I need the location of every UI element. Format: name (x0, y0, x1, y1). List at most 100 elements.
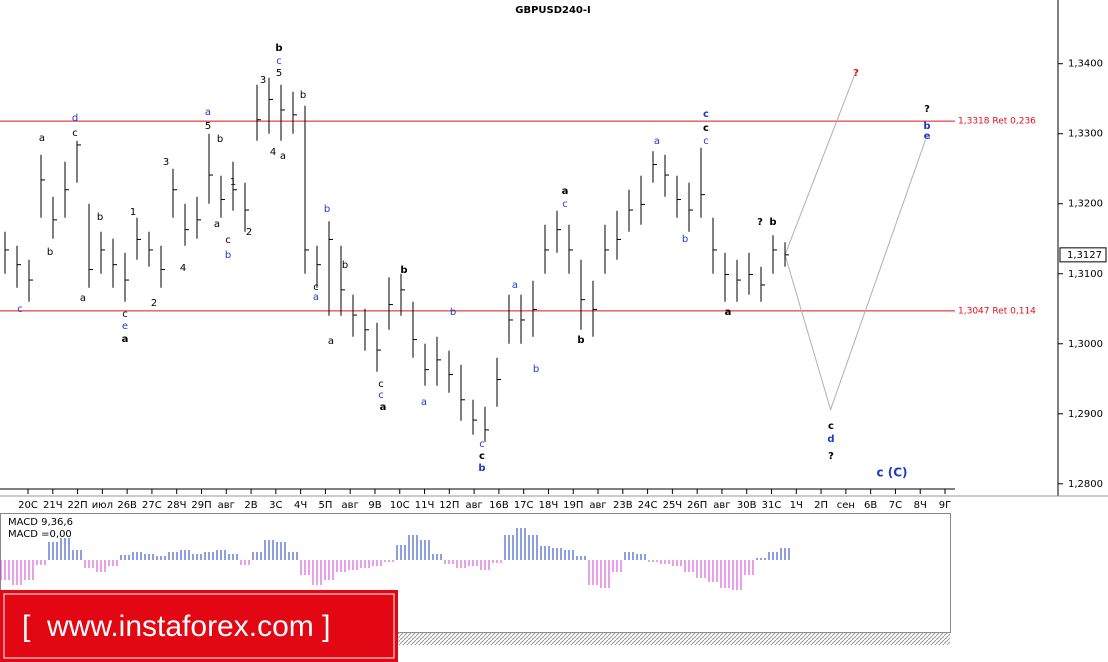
watermark-box (0, 590, 398, 662)
x-tick-label: 18Ч (539, 500, 559, 511)
wave-label: ? (828, 451, 834, 462)
wave-label: a (280, 151, 286, 162)
y-tick-label: 1,3400 (1068, 59, 1103, 70)
wave-label: b (47, 247, 53, 258)
watermark: [ www.instaforex.com ] (22, 610, 330, 643)
wave-label: b (769, 217, 776, 228)
x-tick-label: 26П (687, 500, 707, 511)
price-tag-label: 1,3127 (1067, 250, 1102, 261)
wave-label: b (682, 234, 688, 245)
x-tick-label: 4Ч (294, 500, 307, 511)
wave-label: b (97, 212, 103, 223)
x-tick-label: 2В (244, 500, 257, 511)
wave-label: e (122, 321, 128, 332)
x-tick-label: 29П (191, 500, 211, 511)
x-tick-label: 30В (737, 500, 757, 511)
wave-label: a (39, 133, 45, 144)
wave-label: a (654, 136, 660, 147)
x-tick-label: авг (465, 500, 482, 511)
wave-label: 1 (230, 177, 236, 188)
x-tick-label: 8Ч (914, 500, 927, 511)
x-tick-label: 10С (390, 500, 410, 511)
wave-label: 3 (163, 157, 169, 168)
y-tick-label: 1,3200 (1068, 199, 1103, 210)
price-tag (1059, 247, 1107, 263)
macd-value: MACD =0,00 (8, 529, 72, 540)
wave-label: c (378, 390, 384, 401)
macd-title: MACD 9,36,6 (8, 517, 73, 528)
x-tick-label: авг (218, 500, 235, 511)
wave-label: 2 (151, 298, 157, 309)
wave-label: c (378, 379, 384, 390)
wave-label: c (72, 128, 78, 139)
wave-label: c (479, 439, 485, 450)
x-tick-label: 9В (368, 500, 381, 511)
projection (784, 139, 926, 412)
wave-label: c (703, 123, 709, 134)
x-tick-label: 5П (318, 500, 332, 511)
x-tick-label: 20С (18, 500, 38, 511)
wave-label: b (478, 463, 485, 474)
wave-label: b (275, 43, 282, 54)
wave-label: ? (853, 68, 859, 79)
projection (784, 74, 856, 256)
x-tick-label: авг (713, 500, 730, 511)
wave-label: b (577, 335, 584, 346)
x-tick-label: 27С (142, 500, 162, 511)
wave-label: b (400, 265, 407, 276)
wave-label: c (C) (876, 466, 907, 480)
x-tick-label: сен (837, 500, 855, 511)
wave-label: b (300, 90, 306, 101)
wave-label: a (214, 219, 220, 230)
x-tick-label: 26В (117, 500, 137, 511)
watermark-border (3, 593, 395, 659)
x-tick-label: 12П (439, 500, 459, 511)
x-tick-label: 9Г (939, 500, 951, 511)
chart-title: GBPUSD240-I (515, 5, 591, 16)
wave-label: 5 (205, 121, 211, 132)
wave-label: a (328, 336, 334, 347)
wave-label: a (725, 307, 732, 318)
wave-label: b (450, 307, 456, 318)
y-tick-label: 1,3300 (1068, 129, 1103, 140)
y-tick-label: 1,3000 (1068, 339, 1103, 350)
wave-label: d (72, 113, 78, 124)
wave-label: 4 (180, 263, 186, 274)
wave-label: c (225, 235, 231, 246)
x-tick-label: авг (589, 500, 606, 511)
wave-label: c (828, 421, 834, 432)
x-tick-label: 23В (613, 500, 633, 511)
wave-label: b (533, 364, 539, 375)
wave-label: c (479, 451, 485, 462)
x-tick-label: 1Ч (790, 500, 803, 511)
wave-label: e (924, 131, 931, 142)
wave-label: a (122, 334, 129, 345)
wave-label: b (923, 121, 930, 132)
y-tick-label: 1,2800 (1068, 479, 1103, 490)
x-tick-label: 24С (638, 500, 658, 511)
wave-label: a (512, 280, 518, 291)
wave-label: c (703, 109, 709, 120)
wave-label: a (421, 397, 427, 408)
y-tick-label: 1,3100 (1068, 269, 1103, 280)
x-tick-label: 7С (889, 500, 902, 511)
x-tick-label: 16В (489, 500, 509, 511)
wave-label: c (276, 56, 282, 67)
x-tick-label: 11Ч (415, 500, 435, 511)
x-tick-label: 28Ч (167, 500, 187, 511)
x-tick-label: 2П (814, 500, 828, 511)
wave-label: b (217, 134, 223, 145)
level-label: 1,3047 Ret 0,114 (958, 306, 1036, 316)
wave-label: d (827, 434, 834, 445)
wave-label: 1 (130, 207, 136, 218)
x-tick-label: 25Ч (663, 500, 683, 511)
x-tick-label: 22П (67, 500, 87, 511)
wave-label: b (225, 250, 231, 261)
wave-label: b (342, 260, 348, 271)
wave-label: a (380, 402, 387, 413)
wave-label: ? (757, 217, 763, 228)
wave-label: c (562, 199, 568, 210)
y-tick-label: 1,2900 (1068, 409, 1103, 420)
